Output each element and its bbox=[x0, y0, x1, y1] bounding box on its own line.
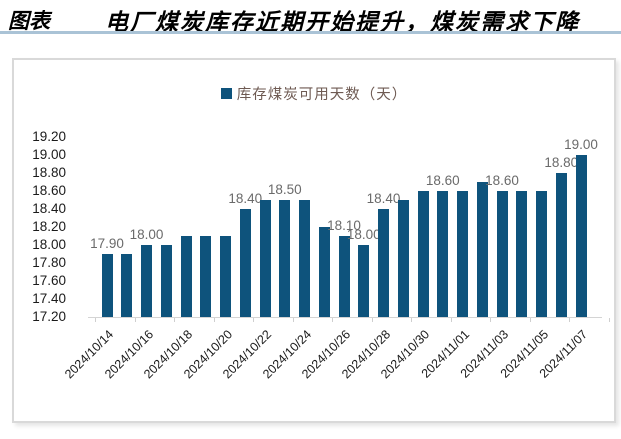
bar bbox=[141, 245, 152, 317]
x-axis-tick-mark bbox=[411, 318, 412, 322]
data-label: 18.10 bbox=[327, 218, 361, 233]
bar bbox=[160, 245, 172, 317]
bar bbox=[101, 254, 113, 317]
bar bbox=[259, 200, 271, 317]
bar bbox=[318, 227, 330, 317]
data-label: 18.00 bbox=[346, 227, 381, 242]
data-label: 18.40 bbox=[228, 191, 263, 206]
x-axis-tick-mark bbox=[371, 318, 373, 322]
data-label: 18.50 bbox=[267, 182, 302, 197]
y-axis-tick-label: 18.60 bbox=[32, 183, 66, 198]
x-axis-tick-mark bbox=[608, 318, 610, 322]
bar bbox=[220, 236, 231, 317]
y-axis-tick-label: 18.00 bbox=[32, 237, 66, 252]
bar bbox=[457, 191, 468, 317]
bar bbox=[180, 236, 192, 317]
chart-legend: 库存煤炭可用天数（天） bbox=[14, 84, 614, 103]
bar bbox=[378, 209, 389, 317]
y-axis-tick-label: 18.20 bbox=[32, 219, 66, 234]
y-axis-tick-label: 17.40 bbox=[32, 291, 66, 306]
bar bbox=[358, 245, 370, 317]
legend-label: 库存煤炭可用天数（天） bbox=[236, 86, 408, 103]
data-label: 18.60 bbox=[425, 173, 460, 188]
title-underline bbox=[0, 31, 621, 34]
x-axis-tick-mark bbox=[253, 318, 254, 322]
bar bbox=[437, 191, 449, 317]
y-axis-tick-label: 19.20 bbox=[32, 129, 66, 144]
y-axis-tick-label: 18.80 bbox=[32, 165, 66, 180]
bar bbox=[555, 173, 567, 317]
x-axis-tick-mark bbox=[213, 318, 215, 322]
y-axis-tick-label: 19.00 bbox=[32, 147, 66, 162]
bar bbox=[397, 200, 409, 317]
bar bbox=[496, 191, 508, 317]
y-axis-tick-label: 17.20 bbox=[32, 309, 66, 324]
x-axis-tick-mark bbox=[490, 318, 491, 322]
y-axis-tick-label: 18.40 bbox=[32, 201, 66, 216]
bar bbox=[279, 200, 291, 317]
data-label: 18.00 bbox=[129, 227, 164, 242]
x-axis-tick-mark bbox=[292, 318, 294, 322]
bar bbox=[239, 209, 251, 317]
x-axis-tick-mark bbox=[332, 318, 333, 322]
bar bbox=[338, 236, 350, 317]
bar bbox=[121, 254, 133, 317]
x-axis-tick-mark bbox=[529, 318, 531, 322]
bar bbox=[575, 155, 587, 317]
data-label: 18.80 bbox=[544, 155, 579, 170]
bar bbox=[299, 200, 310, 317]
data-label: 17.90 bbox=[90, 236, 124, 251]
x-axis-tick-mark bbox=[450, 318, 452, 322]
x-axis-tick-mark bbox=[95, 318, 96, 322]
bar bbox=[516, 191, 528, 317]
x-axis-tick-mark bbox=[174, 318, 175, 322]
x-axis-line bbox=[88, 317, 602, 318]
y-axis-tick-label: 17.60 bbox=[32, 273, 66, 288]
data-label: 18.60 bbox=[485, 173, 519, 188]
square-swatch-icon bbox=[220, 87, 232, 99]
x-axis-tick-mark bbox=[134, 318, 136, 322]
chart-label-prefix: 图表 bbox=[8, 8, 50, 33]
bar bbox=[476, 182, 488, 317]
x-axis-tick-mark bbox=[569, 318, 570, 322]
bar bbox=[417, 191, 429, 317]
data-label: 19.00 bbox=[564, 137, 598, 152]
chart-panel: 库存煤炭可用天数（天） 19.20 19.00 18.80 18.60 18.40 18.… bbox=[12, 58, 616, 423]
y-axis-tick-label: 17.80 bbox=[32, 255, 66, 270]
bar bbox=[200, 236, 212, 317]
data-label: 18.40 bbox=[366, 191, 401, 206]
bar bbox=[536, 191, 547, 317]
